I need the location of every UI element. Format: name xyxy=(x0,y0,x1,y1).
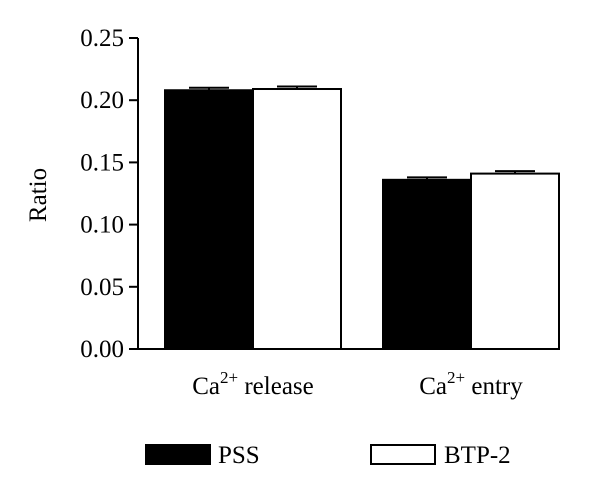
y-tick-label: 0.00 xyxy=(80,336,124,363)
y-axis: 0.00 0.05 0.10 0.15 0.20 0.25 xyxy=(80,25,139,363)
y-tick-label: 0.15 xyxy=(80,149,124,176)
y-tick-label: 0.10 xyxy=(80,212,124,239)
y-ticks: 0.00 0.05 0.10 0.15 0.20 0.25 xyxy=(80,25,138,363)
category-rest: release xyxy=(238,373,314,400)
category-superscript: 2+ xyxy=(447,368,465,387)
x-category-label: Ca2+ entry xyxy=(419,368,523,400)
y-axis-title: Ratio xyxy=(25,168,52,222)
y-tick-label: 0.05 xyxy=(80,274,124,301)
bar-pss-0 xyxy=(164,89,254,351)
legend: PSS BTP-2 xyxy=(145,442,511,469)
legend-swatch-pss xyxy=(145,444,211,465)
category-labels: Ca2+ release Ca2+ entry xyxy=(192,368,523,400)
y-tick-label: 0.25 xyxy=(80,25,124,52)
category-base: Ca xyxy=(192,373,220,400)
x-category-label: Ca2+ release xyxy=(192,368,314,400)
legend-label-btp-2: BTP-2 xyxy=(444,442,511,469)
bar-btp-2-0 xyxy=(252,88,342,350)
bar-pss-1 xyxy=(382,178,472,350)
bars xyxy=(164,85,560,351)
category-rest: entry xyxy=(465,373,523,400)
category-base: Ca xyxy=(419,373,447,400)
legend-label-pss: PSS xyxy=(218,442,260,469)
legend-swatch-btp-2 xyxy=(370,444,436,465)
category-superscript: 2+ xyxy=(220,368,238,387)
y-tick-label: 0.20 xyxy=(80,87,124,114)
bar-btp-2-1 xyxy=(470,172,560,350)
